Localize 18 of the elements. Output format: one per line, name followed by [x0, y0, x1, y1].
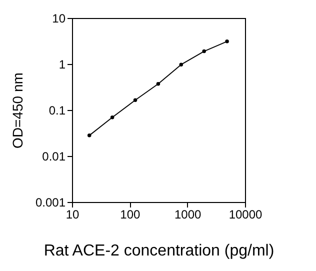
point — [156, 82, 160, 86]
point — [133, 98, 138, 102]
point — [87, 134, 92, 138]
y-tick-label: 0.1 — [48, 104, 66, 118]
point — [225, 40, 229, 44]
x-tick-label: 1000 — [174, 208, 202, 222]
x-axis-title: Rat ACE-2 concentration (pg/ml) — [44, 242, 274, 260]
x-tick-label: 10000 — [228, 208, 263, 222]
y-tick-label: 0.001 — [35, 196, 66, 210]
x-tick-label: 10 — [66, 208, 80, 222]
point — [179, 62, 184, 66]
point — [202, 49, 206, 54]
x-tick-label: 100 — [120, 208, 140, 222]
y-tick-label: 10 — [52, 12, 66, 26]
point — [110, 116, 114, 120]
y-tick-label: 1 — [58, 58, 66, 72]
y-tick-label: 0.01 — [42, 150, 66, 164]
y-axis-title: OD=450 nm — [9, 72, 26, 148]
